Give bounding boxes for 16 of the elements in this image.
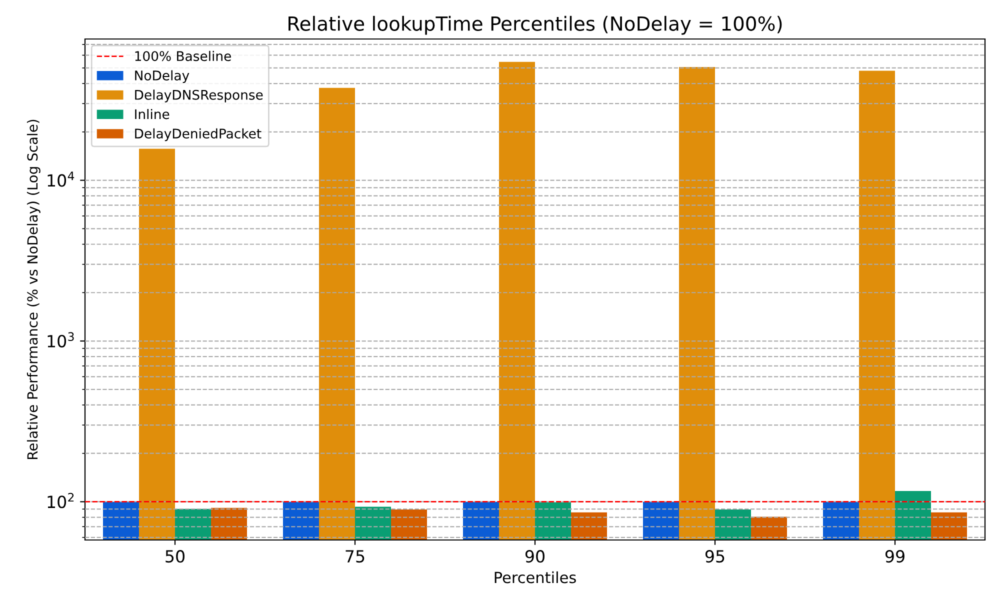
legend-label: NoDelay <box>135 70 190 84</box>
legend-label: 100% Baseline <box>135 50 231 62</box>
chart-title: Relative lookupTime Percentiles (NoDelay = 100%) <box>288 16 782 35</box>
x-tick-label: 50 <box>166 550 184 563</box>
y-tick-label: 10$^{3}$ <box>48 332 74 348</box>
legend-label: Inline <box>135 108 170 120</box>
legend-label: DelayDNSResponse <box>135 90 263 102</box>
x-tick-label: 99 <box>885 550 904 563</box>
legend-label: DelayDeniedPacket <box>135 128 262 142</box>
y-tick-label: 10$^{2}$ <box>48 492 74 508</box>
x-tick-label: 90 <box>525 550 544 563</box>
y-axis-title: Relative Performance (% vs NoDelay) (Log Scale) <box>26 120 40 459</box>
x-tick-label: 95 <box>705 550 724 563</box>
x-tick-label: 75 <box>346 550 364 563</box>
y-tick-label: 10$^{4}$ <box>48 172 74 187</box>
x-axis-title: Percentiles <box>494 571 576 584</box>
